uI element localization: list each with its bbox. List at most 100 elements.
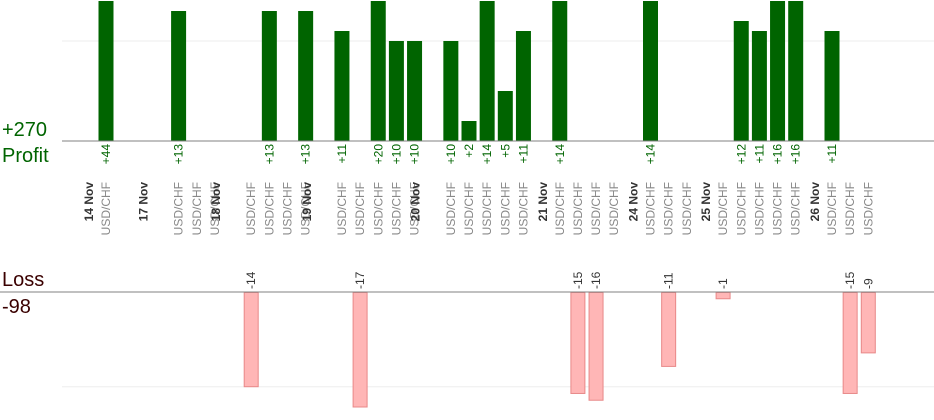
profit-value-label: +13 [262,144,276,165]
trade-pair-label: USD/CHF [281,182,295,235]
profit-value-label: +11 [335,144,349,164]
loss-value-label: -11 [662,272,676,289]
date-label: 17 Nov [136,182,150,222]
profit-bar [643,1,658,141]
loss-bar [842,292,858,394]
profit-value-label: +13 [172,144,186,165]
trade-pair-label: USD/CHF [99,182,113,235]
profit-value-labels: +44 +13 +13 +13 +11 +20 +10 +10 +10 +2 +14 +5 +11 +14… [99,144,839,165]
loss-bar [715,292,731,300]
profit-value-label: +11 [825,144,839,164]
loss-bar [243,292,259,388]
profit-bar [171,11,187,141]
date-label: 24 Nov [627,182,641,222]
profit-bar [370,1,386,141]
profit-bar [388,41,404,141]
profit-value-label: +10 [408,144,422,165]
profit-bar [479,1,495,141]
profit-bar [443,41,459,141]
trade-pair-label: USD/CHF [389,182,403,235]
loss-value-labels: -14 -17 -15 -16 -11 -1 -15 -9 [244,271,875,289]
profit-value-label: +14 [553,144,567,165]
profit-value-label: +13 [299,144,313,165]
date-label: 26 Nov [808,182,822,222]
loss-bars [243,292,876,408]
profit-value-label: +2 [462,144,476,158]
profit-value-label: +44 [99,144,113,165]
profit-bar [751,31,767,141]
trade-pair-label: USD/CHF [825,182,839,235]
trade-pair-label: USD/CHF [589,182,603,235]
trade-pair-label: USD/CHF [553,182,567,235]
loss-label: Loss [2,269,45,291]
profit-value-label: +10 [389,144,403,165]
trade-pair-label: USD/CHF [716,182,730,235]
profit-value-label: +11 [516,144,530,164]
loss-bar [860,292,876,354]
profit-value-label: +20 [371,144,385,165]
trade-pair-label: USD/CHF [734,182,748,235]
profit-total: +270 [2,119,48,141]
loss-bar [588,292,604,401]
profit-value-label: +16 [771,144,785,165]
profit-value-label: +5 [498,144,512,158]
loss-value-label: -17 [353,271,367,289]
loss-value-label: -14 [244,271,258,289]
trade-pair-label: USD/CHF [353,182,367,235]
trade-pair-label: USD/CHF [789,182,803,235]
loss-total: -98 [2,296,31,318]
profit-value-label: +16 [789,144,803,165]
profit-bars [98,1,840,141]
date-label: 18 Nov [209,182,223,222]
trade-pair-label: USD/CHF [335,182,349,235]
trade-pair-label: USD/CHF [480,182,494,235]
trade-pair-label: USD/CHF [644,182,658,235]
profit-bar [261,11,277,141]
trade-pair-label: USD/CHF [299,182,313,235]
trade-pair-label: USD/CHF [408,182,422,235]
trade-pair-label: USD/CHF [843,182,857,235]
trade-pair-label: USD/CHF [516,182,530,235]
loss-value-label: -15 [843,271,857,289]
profit-bar [98,1,114,141]
trade-pair-label: USD/CHF [571,182,585,235]
trade-pair-label: USD/CHF [861,182,875,235]
trade-pair-label: USD/CHF [371,182,385,235]
trade-pair-label: USD/CHF [498,182,512,235]
loss-value-label: -15 [571,271,585,289]
loss-bar [352,292,368,408]
profit-value-label: +11 [752,144,766,164]
trade-pair-label: USD/CHF [172,182,186,235]
loss-value-label: -16 [589,271,603,289]
loss-value-label: -1 [716,278,730,289]
trade-pair-label: USD/CHF [607,182,621,235]
profit-bar [824,31,840,141]
trade-pair-label: USD/CHF [208,182,222,235]
trade-pair-label: USD/CHF [680,182,694,235]
trade-pair-label: USD/CHF [752,182,766,235]
profit-bar [298,11,314,141]
trade-pair-label: USD/CHF [771,182,785,235]
profit-bar [497,91,513,141]
profit-value-label: +14 [644,144,658,165]
trade-pair-label: USD/CHF [462,182,476,235]
profit-label: Profit [2,145,49,167]
date-label: 20 Nov [409,182,423,222]
trade-pair-label: USD/CHF [244,182,258,235]
profit-bar [515,31,531,141]
date-label: 25 Nov [699,182,713,222]
date-label: 21 Nov [536,182,550,222]
profit-bar [407,41,423,141]
loss-value-label: -9 [861,278,875,289]
trade-pair-label: USD/CHF [190,182,204,235]
profit-bar [552,1,568,141]
profit-bar [461,121,477,141]
date-label: 19 Nov [300,182,314,222]
profit-bar [733,21,749,141]
loss-bar [661,292,677,367]
profit-value-label: +10 [444,144,458,165]
profit-bar [770,1,786,141]
profit-value-label: +14 [480,144,494,165]
trade-row-labels: USD/CHF USD/CHF USD/CHF USD/CHF USD/CHF USD/C… [82,182,875,236]
